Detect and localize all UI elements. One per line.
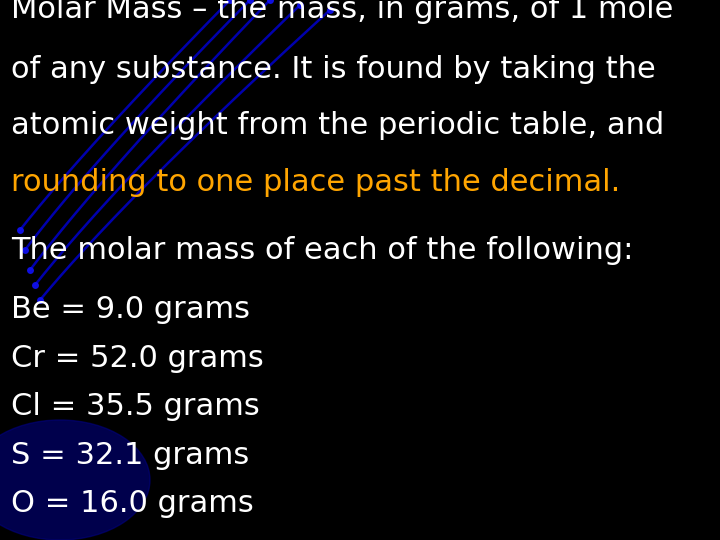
Text: Molar Mass – the mass, in grams, of 1 mole: Molar Mass – the mass, in grams, of 1 mo…: [11, 0, 673, 24]
Text: The molar mass of each of the following:: The molar mass of each of the following:: [11, 235, 633, 265]
Text: S = 32.1 grams: S = 32.1 grams: [11, 441, 249, 470]
Text: atomic weight from the periodic table, and: atomic weight from the periodic table, a…: [11, 111, 664, 140]
Text: Be = 9.0 grams: Be = 9.0 grams: [11, 295, 250, 324]
Ellipse shape: [0, 420, 150, 540]
Text: Cl = 35.5 grams: Cl = 35.5 grams: [11, 392, 259, 421]
Text: rounding to one place past the decimal.: rounding to one place past the decimal.: [11, 168, 620, 197]
Text: O = 16.0 grams: O = 16.0 grams: [11, 489, 253, 518]
Text: Cr = 52.0 grams: Cr = 52.0 grams: [11, 343, 264, 373]
Text: of any substance. It is found by taking the: of any substance. It is found by taking …: [11, 55, 655, 84]
